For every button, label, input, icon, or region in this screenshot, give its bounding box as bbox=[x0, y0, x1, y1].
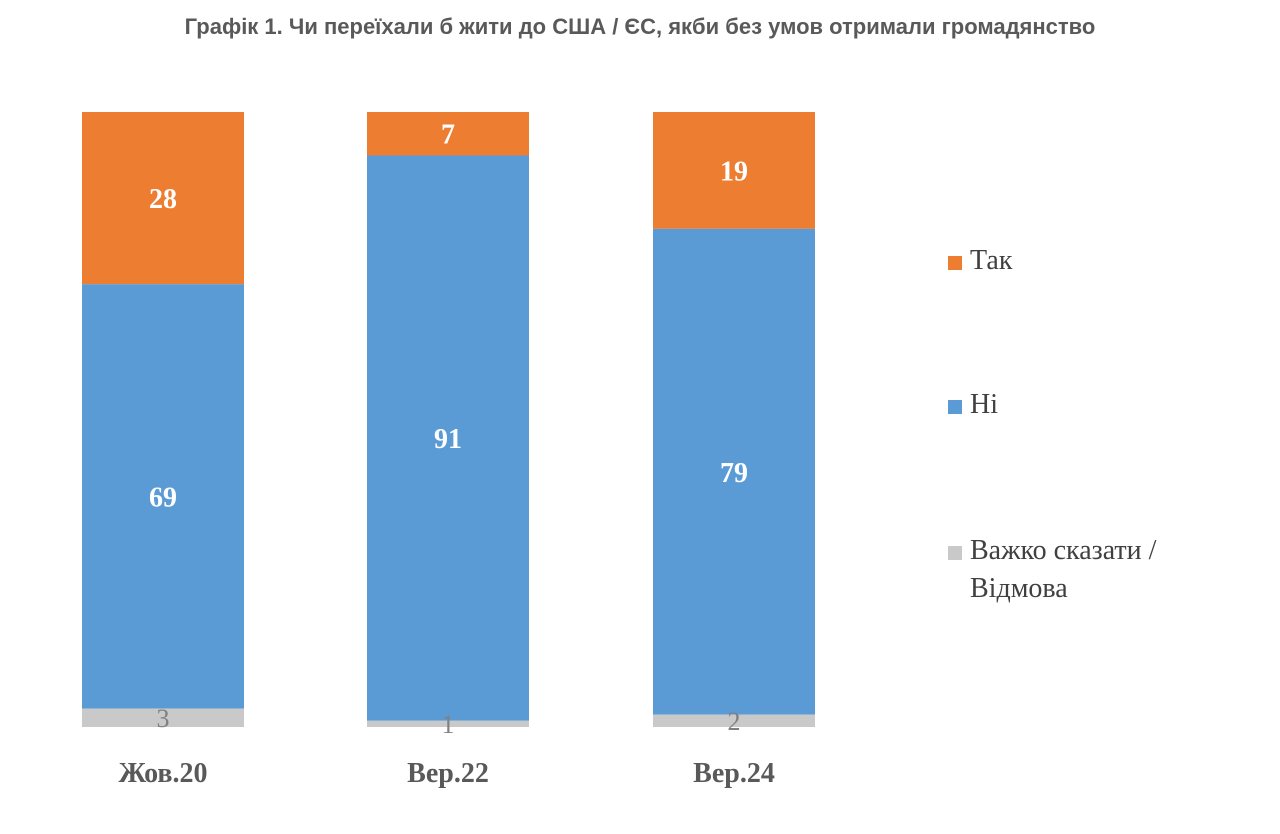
category-label-2: Вер.22 bbox=[407, 758, 489, 789]
legend-label-1: Так bbox=[970, 245, 1013, 276]
legend-swatch-3 bbox=[948, 546, 962, 560]
data-label-2-1: 69 bbox=[149, 482, 177, 513]
data-label-1-2: 7 bbox=[441, 120, 455, 151]
bar-segment-3-1 bbox=[82, 708, 244, 727]
data-label-3-2: 1 bbox=[442, 710, 455, 739]
data-label-3-1: 3 bbox=[157, 704, 170, 733]
legend-swatch-1 bbox=[948, 256, 962, 270]
legend-label-2: Ні bbox=[970, 389, 998, 420]
category-label-3: Вер.24 bbox=[693, 758, 775, 789]
chart-title: Графік 1. Чи переїхали б жити до США / Є… bbox=[184, 14, 1096, 39]
data-label-2-2: 91 bbox=[434, 424, 462, 455]
legend-swatch-2 bbox=[948, 400, 962, 414]
bar-segment-2-1 bbox=[82, 284, 244, 709]
bar-segment-2-2 bbox=[367, 155, 529, 721]
bar-segment-2-3 bbox=[653, 228, 815, 715]
bar-segment-1-1 bbox=[82, 112, 244, 285]
bar-segment-3-3 bbox=[653, 714, 815, 727]
bar-segment-1-3 bbox=[653, 112, 815, 229]
legend-label-3: Важко сказати / Відмова bbox=[970, 535, 1157, 604]
data-label-1-3: 19 bbox=[720, 156, 748, 187]
data-label-2-3: 79 bbox=[720, 458, 748, 489]
data-label-1-1: 28 bbox=[149, 184, 177, 215]
bar-segment-3-2 bbox=[367, 720, 529, 727]
bar-segment-1-2 bbox=[367, 112, 529, 156]
category-label-1: Жов.20 bbox=[118, 758, 207, 789]
data-label-3-3: 2 bbox=[728, 707, 741, 736]
